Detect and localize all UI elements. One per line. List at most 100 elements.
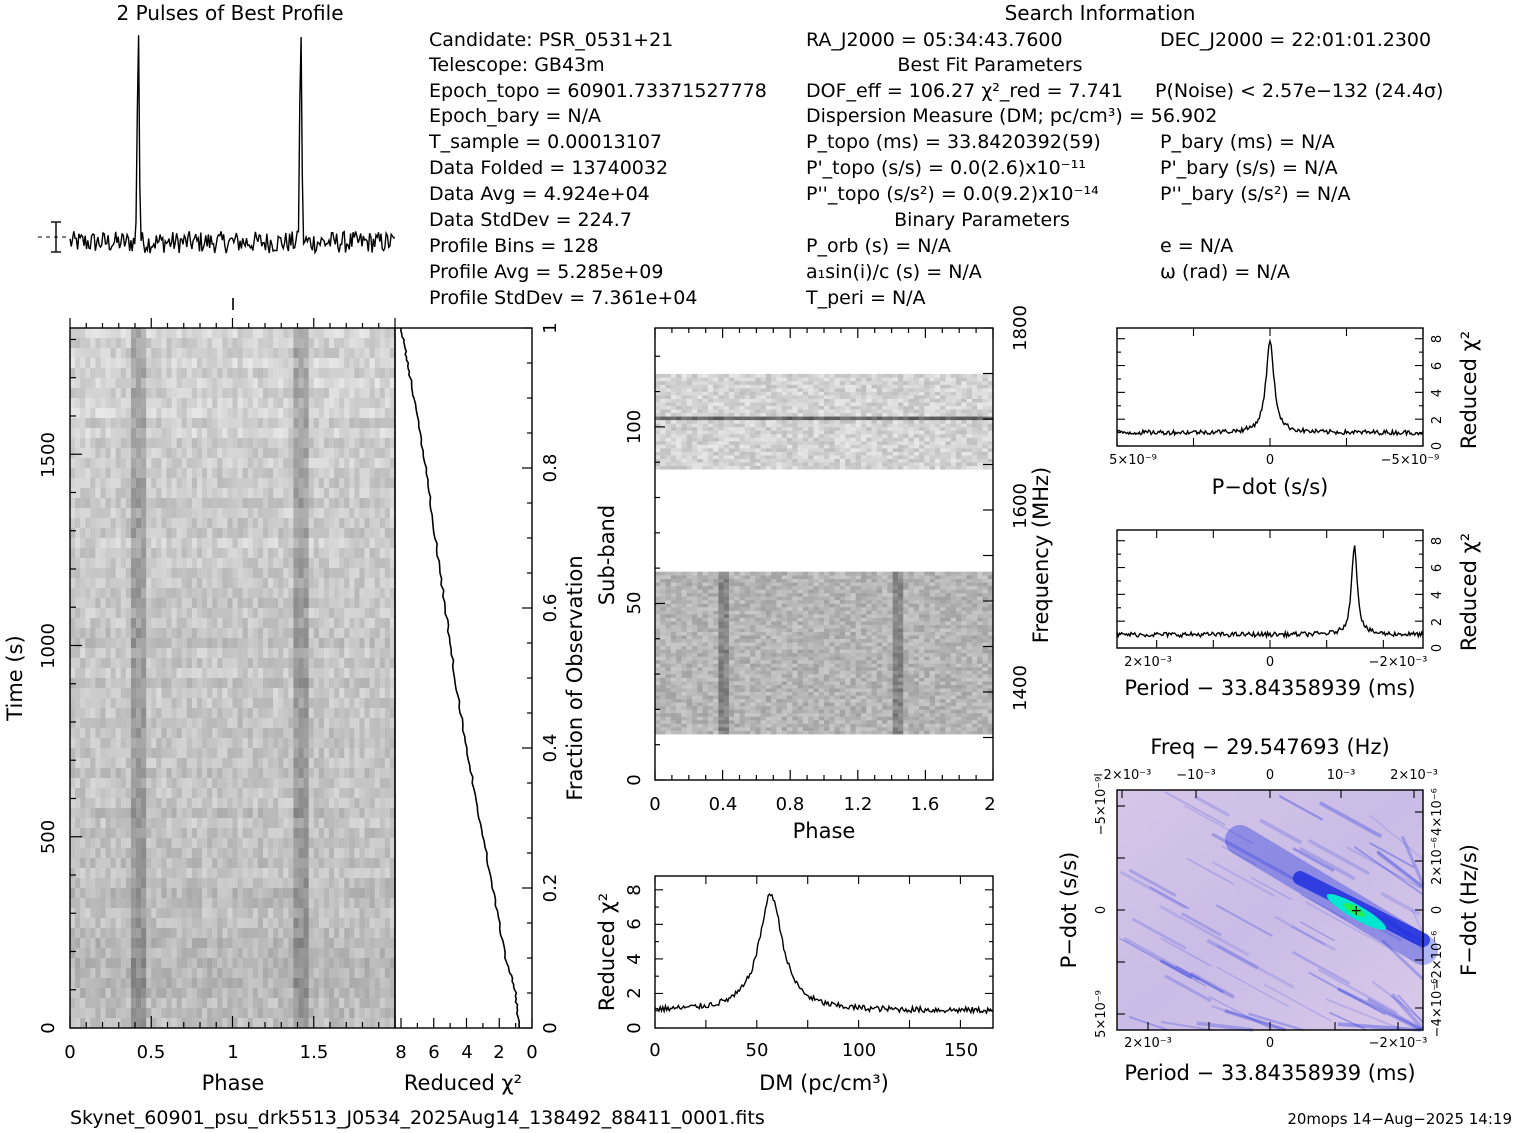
time-phase-cell bbox=[364, 398, 370, 409]
time-phase-cell bbox=[283, 518, 289, 529]
time-phase-cell bbox=[110, 578, 117, 589]
time-phase-cell bbox=[151, 578, 157, 589]
time-phase-cell bbox=[328, 868, 335, 879]
time-phase-cell bbox=[262, 868, 269, 879]
time-phase-cell bbox=[191, 988, 198, 999]
time-phase-cell bbox=[369, 638, 375, 649]
time-phase-cell bbox=[120, 508, 127, 519]
time-phase-cell bbox=[364, 928, 370, 939]
time-phase-cell bbox=[181, 728, 188, 739]
time-phase-cell bbox=[364, 758, 370, 769]
time-phase-cell bbox=[136, 888, 142, 899]
time-phase-cell bbox=[202, 708, 208, 719]
time-phase-cell bbox=[257, 388, 264, 399]
time-phase-cell bbox=[100, 658, 106, 669]
time-phase-cell bbox=[339, 718, 345, 729]
time-phase-cell bbox=[186, 918, 193, 929]
cf-ylabel: Fraction of Observation bbox=[563, 555, 587, 800]
time-phase-cell bbox=[120, 728, 127, 739]
subband-cell bbox=[982, 716, 989, 721]
time-phase-cell bbox=[207, 368, 213, 379]
time-phase-cell bbox=[389, 848, 396, 859]
subband-cell bbox=[808, 727, 814, 731]
time-phase-cell bbox=[181, 348, 188, 359]
time-phase-cell bbox=[146, 548, 152, 559]
time-phase-cell bbox=[141, 938, 147, 949]
time-phase-cell bbox=[202, 588, 208, 599]
time-phase-cell bbox=[171, 918, 177, 929]
time-phase-cell bbox=[303, 928, 309, 939]
time-phase-cell bbox=[313, 668, 320, 679]
time-phase-cell bbox=[384, 548, 391, 559]
subband-cell bbox=[855, 719, 862, 724]
time-phase-cell bbox=[359, 478, 365, 489]
subband-cell bbox=[839, 719, 846, 724]
time-phase-cell bbox=[100, 408, 106, 419]
time-phase-cell bbox=[70, 798, 76, 809]
time-phase-cell bbox=[120, 328, 127, 339]
time-phase-cell bbox=[262, 418, 269, 429]
time-phase-cell bbox=[298, 1018, 304, 1029]
time-phase-cell bbox=[141, 778, 147, 789]
time-phase-cell bbox=[268, 598, 274, 609]
time-phase-cell bbox=[308, 578, 315, 589]
time-phase-cell bbox=[389, 388, 396, 399]
time-phase-cell bbox=[161, 898, 167, 909]
time-phase-cell bbox=[110, 468, 117, 479]
time-phase-cell bbox=[278, 998, 284, 1009]
tp-ylabel: Time (s) bbox=[3, 635, 27, 721]
time-phase-cell bbox=[161, 838, 167, 849]
time-phase-cell bbox=[237, 668, 243, 679]
time-phase-cell bbox=[242, 558, 249, 569]
time-phase-cell bbox=[181, 438, 188, 449]
time-phase-cell bbox=[212, 628, 218, 639]
time-phase-cell bbox=[359, 658, 365, 669]
time-phase-cell bbox=[252, 368, 259, 379]
time-phase-cell bbox=[125, 968, 132, 979]
time-phase-cell bbox=[110, 508, 117, 519]
tp-ytick-2: 1000 bbox=[38, 623, 59, 669]
time-phase-cell bbox=[242, 638, 249, 649]
time-phase-cell bbox=[100, 398, 106, 409]
time-phase-cell bbox=[171, 508, 177, 519]
subband-cell bbox=[771, 719, 777, 724]
time-phase-cell bbox=[242, 1008, 249, 1019]
time-phase-cell bbox=[298, 398, 304, 409]
time-phase-cell bbox=[176, 778, 183, 789]
time-phase-cell bbox=[323, 538, 330, 549]
time-phase-cell bbox=[257, 438, 264, 449]
time-phase-cell bbox=[181, 838, 188, 849]
time-phase-cell bbox=[323, 408, 330, 419]
time-phase-cell bbox=[369, 958, 375, 969]
time-phase-cell bbox=[196, 548, 203, 559]
time-phase-cell bbox=[232, 978, 238, 989]
time-phase-cell bbox=[80, 738, 86, 749]
time-phase-cell bbox=[207, 408, 213, 419]
time-phase-cell bbox=[262, 378, 269, 389]
time-phase-cell bbox=[227, 398, 233, 409]
time-phase-cell bbox=[227, 688, 233, 699]
time-phase-cell bbox=[308, 728, 315, 739]
time-phase-cell bbox=[186, 838, 193, 849]
time-phase-cell bbox=[252, 408, 259, 419]
time-phase-cell bbox=[136, 428, 142, 439]
time-phase-cell bbox=[328, 428, 335, 439]
time-phase-cell bbox=[242, 1018, 249, 1029]
time-phase-cell bbox=[252, 958, 259, 969]
subband-cell bbox=[739, 716, 746, 721]
time-phase-cell bbox=[176, 468, 183, 479]
time-phase-cell bbox=[120, 958, 127, 969]
time-phase-cell bbox=[313, 958, 320, 969]
time-phase-cell bbox=[70, 698, 76, 709]
time-phase-cell bbox=[323, 628, 330, 639]
time-phase-cell bbox=[313, 698, 320, 709]
time-phase-cell bbox=[186, 738, 193, 749]
time-phase-cell bbox=[278, 398, 284, 409]
time-phase-cell bbox=[374, 618, 381, 629]
time-phase-cell bbox=[283, 818, 289, 829]
subband-cell bbox=[802, 730, 809, 735]
time-phase-cell bbox=[339, 328, 345, 339]
time-phase-cell bbox=[130, 1008, 137, 1019]
time-phase-cell bbox=[227, 928, 233, 939]
time-phase-cell bbox=[288, 748, 294, 759]
